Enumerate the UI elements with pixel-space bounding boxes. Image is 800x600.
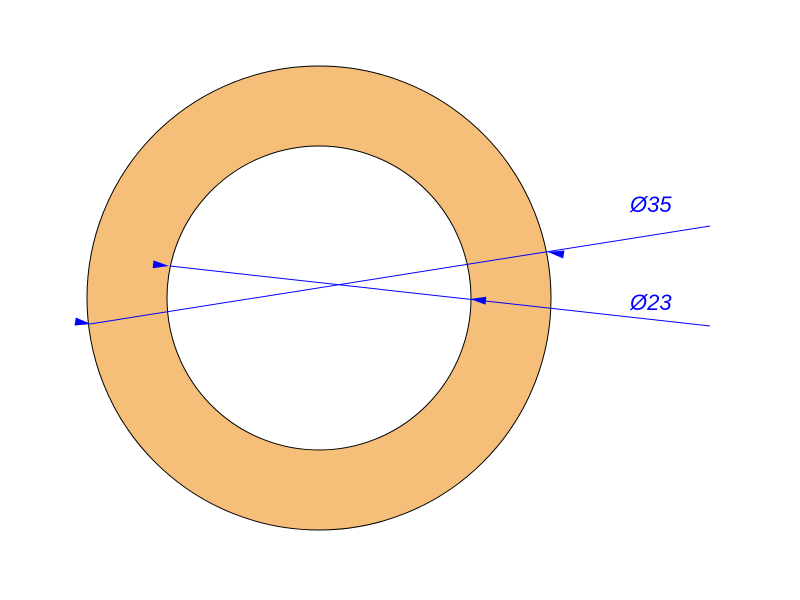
inner-diameter-label: Ø23: [630, 290, 672, 316]
outer-diameter-label: Ø35: [630, 192, 672, 218]
diagram-canvas: [0, 0, 800, 600]
dimension-line-outer: [90, 226, 710, 324]
dimension-line-inner: [170, 266, 710, 326]
